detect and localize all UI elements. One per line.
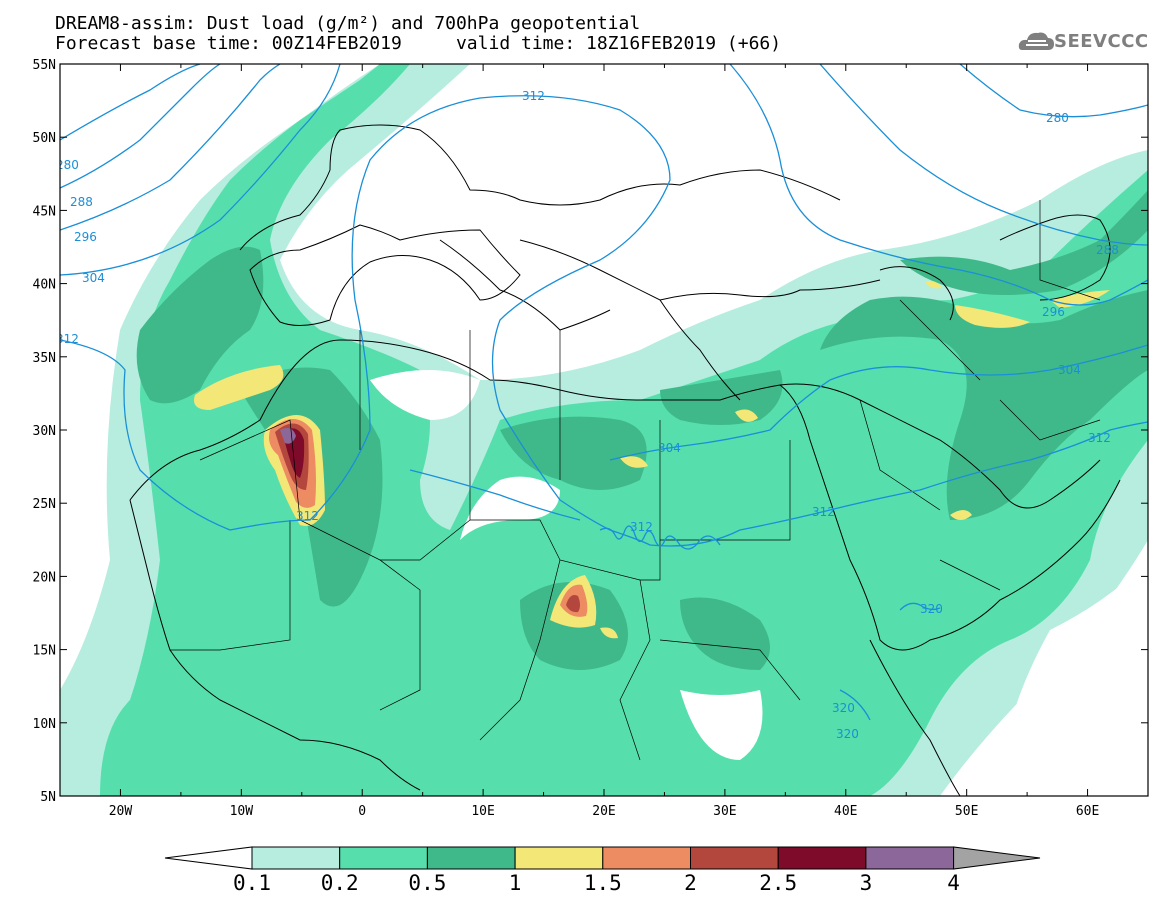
lon-tick-label: 0	[358, 804, 366, 819]
lat-tick-label: 25N	[33, 497, 56, 512]
cloud-icon	[1018, 32, 1054, 50]
colorbar: 0.1 0.2 0.5 1 1.5 2 2.5 3 4	[164, 846, 1041, 895]
lon-tick-label: 60E	[1076, 804, 1099, 819]
country-borders	[170, 200, 1101, 761]
isoline-label: 320	[920, 602, 943, 616]
isoline-label: 312	[56, 332, 79, 346]
colorbar-swatch	[251, 846, 341, 870]
lat-tick-label: 40N	[33, 278, 56, 293]
isoline-label: 312	[630, 520, 653, 534]
geopotential-isolines	[60, 64, 1148, 721]
colorbar-swatch	[426, 846, 516, 870]
isoline-label: 312	[522, 89, 545, 103]
colorbar-level-label: 0.5	[408, 871, 446, 895]
lon-tick-label: 30E	[713, 804, 736, 819]
colorbar-swatch	[339, 846, 428, 870]
isoline-label: 320	[832, 701, 855, 715]
isoline-label: 312	[812, 505, 835, 519]
lat-tick-label: 45N	[33, 204, 56, 219]
coastlines	[129, 124, 1121, 796]
colorbar-level-label: 0.1	[233, 871, 271, 895]
forecast-time-line: Forecast base time: 00Z14FEB2019 valid t…	[55, 33, 782, 54]
lon-tick-label: 20W	[109, 804, 133, 819]
lon-axis: 20W 10W 0 10E 20E 30E 40E 50E 60E	[59, 64, 1149, 819]
colorbar-level-label: 2.5	[759, 871, 797, 895]
colorbar-level-label: 1	[509, 871, 522, 895]
isoline-label: 296	[74, 230, 97, 244]
colorbar-level-label: 3	[860, 871, 873, 895]
map-title: DREAM8-assim: Dust load (g/m²) and 700hP…	[55, 13, 641, 34]
lon-tick-label: 10E	[471, 804, 494, 819]
lat-tick-label: 10N	[33, 717, 56, 732]
lat-tick-label: 15N	[33, 644, 56, 659]
logo-text: SEEVCCC	[1054, 31, 1149, 52]
colorbar-swatch	[690, 846, 779, 870]
lat-tick-label: 30N	[33, 424, 56, 439]
isoline-label: 304	[658, 441, 681, 455]
lat-tick-label: 50N	[33, 131, 56, 146]
lat-tick-label: 5N	[40, 790, 56, 805]
isoline-label: 280	[56, 158, 79, 172]
colorbar-level-label: 0.2	[321, 871, 359, 895]
colorbar-level-label: 1.5	[584, 871, 622, 895]
isoline-label: 288	[1096, 243, 1119, 257]
colorbar-over-triangle	[953, 846, 1041, 870]
isoline-label: 296	[1042, 305, 1065, 319]
lat-axis: 55N 50N 45N 40N 35N 30N 25N 20N 15N 10N 5N	[33, 58, 1148, 805]
colorbar-under-triangle	[164, 846, 253, 870]
isoline-labels: 312 280 288 296 304 312 312 312 312 304 …	[56, 89, 1119, 741]
colorbar-level-label: 2	[684, 871, 697, 895]
isoline-label: 312	[296, 509, 319, 523]
isoline-label: 312	[1088, 431, 1111, 445]
seevccc-logo	[1018, 32, 1054, 50]
lat-tick-label: 20N	[33, 570, 56, 585]
lon-tick-label: 40E	[834, 804, 857, 819]
colorbar-swatch	[602, 846, 691, 870]
lon-tick-label: 10W	[230, 804, 254, 819]
lon-tick-label: 50E	[955, 804, 978, 819]
colorbar-level-label: 4	[947, 871, 960, 895]
colorbar-swatch	[777, 846, 867, 870]
dust-load-shading	[60, 64, 1148, 796]
colorbar-swatch	[514, 846, 604, 870]
isoline-label: 304	[82, 271, 105, 285]
lon-tick-label: 20E	[592, 804, 615, 819]
lat-tick-label: 35N	[33, 351, 56, 366]
isoline-label: 320	[836, 727, 859, 741]
isoline-label: 304	[1058, 363, 1081, 377]
isoline-label: 288	[70, 195, 93, 209]
lat-tick-label: 55N	[33, 58, 56, 73]
isoline-label: 280	[1046, 111, 1069, 125]
colorbar-swatch	[865, 846, 955, 870]
